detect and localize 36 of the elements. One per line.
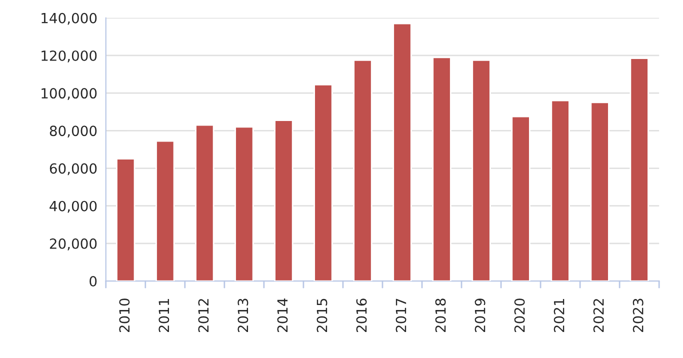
y-tick-label: 60,000 xyxy=(50,163,97,176)
x-tick-label: 2011 xyxy=(158,298,170,332)
y-tick-label: 80,000 xyxy=(50,126,97,138)
bar xyxy=(432,56,452,282)
bar xyxy=(195,124,214,282)
x-tick-label: 2019 xyxy=(474,298,486,332)
y-tick-label: 120,000 xyxy=(42,50,97,62)
bar xyxy=(550,100,570,282)
y-tick-label: 20,000 xyxy=(50,238,97,250)
x-tick-label: 2017 xyxy=(396,298,406,332)
x-tick-label: 2010 xyxy=(119,298,130,332)
y-tick-label: 40,000 xyxy=(50,200,97,213)
bar xyxy=(472,59,491,282)
x-tick-label: 2015 xyxy=(316,298,328,332)
bar xyxy=(630,58,649,282)
bar xyxy=(156,140,175,282)
x-tick-label: 2023 xyxy=(632,298,644,332)
bar xyxy=(511,116,530,282)
x-tick-label: 2022 xyxy=(593,299,604,332)
x-tick-label: 2020 xyxy=(514,298,525,332)
y-tick-label: 140,000 xyxy=(42,12,97,25)
y-tick-label: 100,000 xyxy=(42,88,97,100)
bar xyxy=(590,102,610,282)
x-tick-label: 2018 xyxy=(435,298,446,332)
bar xyxy=(353,59,372,282)
bar xyxy=(116,158,136,282)
x-tick-label: 2012 xyxy=(198,299,209,332)
bar xyxy=(314,84,333,282)
bar xyxy=(234,126,254,282)
x-tick-label: 2014 xyxy=(277,298,288,332)
x-tick-label: 2021 xyxy=(554,298,564,332)
bar xyxy=(274,120,294,282)
x-tick-label: 2013 xyxy=(238,298,248,332)
x-tick-label: 2016 xyxy=(356,298,367,332)
y-tick-label: 0 xyxy=(90,276,97,287)
bar xyxy=(392,22,412,282)
